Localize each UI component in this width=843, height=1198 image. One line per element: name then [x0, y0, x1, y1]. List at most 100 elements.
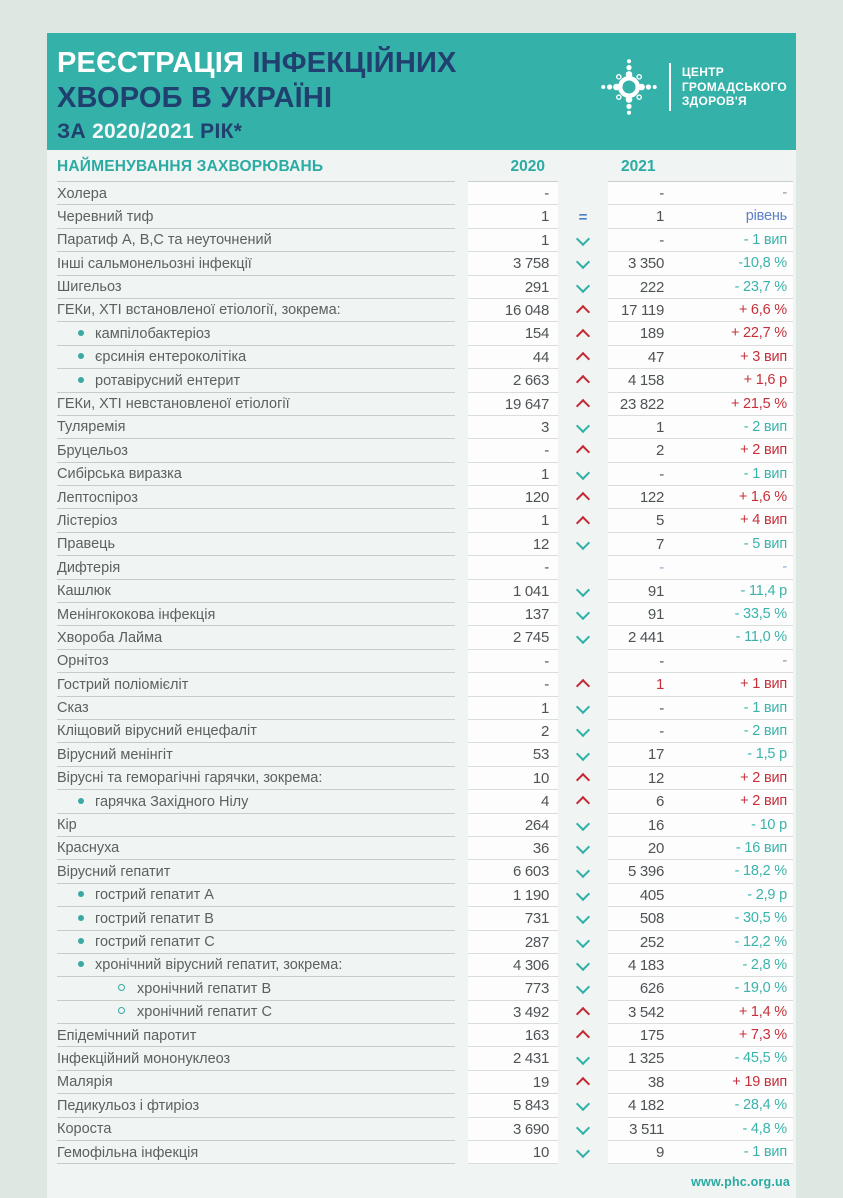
value-2021-box: - - 2 вип: [608, 719, 793, 744]
disease-name: Сказ: [57, 700, 89, 717]
table-row: кампілобактеріоз 154 189 + 22,7 %: [57, 322, 793, 346]
change-cell: - 2 вип: [743, 418, 787, 435]
value-2021-box: 122 + 1,6 %: [608, 486, 793, 510]
change-cell: + 2 вип: [740, 793, 787, 810]
row-spacer: [455, 322, 468, 345]
value-2020-cell: 19: [468, 1070, 558, 1095]
disease-name: Кліщовий вірусний енцефаліт: [57, 723, 257, 740]
disease-name: Педикульоз і фтиріоз: [57, 1097, 200, 1114]
disease-name-cell: Правець: [57, 533, 455, 557]
title-line2: ХВОРОБ В УКРАЇНІ: [57, 82, 333, 114]
row-spacer: [455, 1047, 468, 1070]
disease-table: НАЙМЕНУВАННЯ ЗАХВОРЮВАНЬ 2020 2021 Холер…: [47, 150, 796, 1165]
disease-name-cell: Вірусний менінгіт: [57, 743, 455, 767]
change-cell: + 19 вип: [732, 1073, 787, 1090]
trend-arrow-icon: [558, 1024, 608, 1047]
disease-name: Лістеріоз: [57, 512, 118, 529]
change-cell: - 23,7 %: [734, 278, 788, 295]
value-2021-box: 91 - 11,4 р: [608, 579, 793, 604]
value-2021-cell: 252: [639, 933, 664, 951]
disease-name: Інфекційний мононуклеоз: [57, 1050, 231, 1067]
table-row: єрсинія ентероколітіка 44 47 + 3 вип: [57, 345, 793, 370]
value-2020-cell: 10: [468, 1141, 558, 1165]
value-2021-cell: 3 511: [629, 1120, 664, 1138]
trend-arrow-icon: [558, 743, 608, 766]
value-2021-box: 38 + 19 вип: [608, 1070, 793, 1095]
change-cell: + 1,6 %: [738, 489, 787, 506]
trend-arrow-icon: [558, 884, 608, 907]
disease-name-cell: Дифтерія: [57, 556, 455, 580]
trend-arrow-icon: [558, 931, 608, 954]
row-spacer: [455, 276, 468, 299]
trend-arrow-icon: [558, 1118, 608, 1141]
table-row: Орнітоз - - -: [57, 649, 793, 674]
disease-name: Кір: [57, 817, 77, 834]
table-row: гострий гепатит А 1 190 405 - 2,9 р: [57, 883, 793, 908]
value-2021-cell: -: [659, 559, 664, 577]
table-row: Кашлюк 1 041 91 - 11,4 р: [57, 579, 793, 604]
value-2021-box: 252 - 12,2 %: [608, 930, 793, 954]
row-spacer: [455, 580, 468, 603]
disease-name-cell: єрсинія ентероколітіка: [57, 346, 455, 370]
disease-name: гострий гепатит А: [95, 887, 214, 904]
value-2021-cell: -: [659, 652, 664, 670]
value-2021-cell: 4 182: [627, 1097, 664, 1115]
value-2021-box: - -: [608, 556, 793, 580]
value-2020-cell: 2 663: [468, 369, 558, 393]
change-cell: - 45,5 %: [734, 1050, 788, 1067]
change-cell: + 2 вип: [740, 442, 787, 459]
row-spacer: [455, 814, 468, 837]
disease-name: кампілобактеріоз: [95, 325, 211, 342]
column-header-2020: 2020: [468, 156, 558, 182]
disease-name: Гострий поліомієліт: [57, 676, 189, 693]
value-2021-box: 47 + 3 вип: [608, 345, 793, 370]
disease-name-cell: Черевний тиф: [57, 205, 455, 229]
value-2020-cell: -: [468, 673, 558, 697]
disease-name-cell: Краснуха: [57, 837, 455, 861]
value-2021-cell: -: [659, 465, 664, 483]
change-cell: + 1,6 р: [743, 372, 788, 389]
row-spacer: [455, 369, 468, 392]
disease-name-cell: Менінгококова інфекція: [57, 603, 455, 627]
disease-name: Короста: [57, 1121, 112, 1138]
value-2020-cell: 44: [468, 345, 558, 370]
table-row: Лістеріоз 1 5 + 4 вип: [57, 509, 793, 533]
value-2021-box: 5 + 4 вип: [608, 509, 793, 533]
value-2020-cell: 137: [468, 603, 558, 627]
table-row: Холера - - -: [57, 182, 793, 206]
value-2020-cell: 264: [468, 813, 558, 837]
change-cell: - 11,4 р: [740, 582, 788, 599]
value-2021-cell: 23 822: [619, 395, 664, 413]
bullet-icon: [78, 914, 84, 921]
disease-name-cell: Вірусний гепатит: [57, 860, 455, 884]
trend-arrow-icon: [558, 977, 608, 1000]
change-cell: рівень: [745, 208, 787, 225]
change-cell: - 11,0 %: [735, 629, 788, 646]
row-spacer: [455, 720, 468, 743]
value-2020-cell: 3 690: [468, 1117, 558, 1142]
value-2021-box: 175 + 7,3 %: [608, 1024, 793, 1048]
disease-name: Вірусні та геморагічні гарячки, зокрема:: [57, 770, 323, 787]
row-spacer: [455, 205, 468, 228]
value-2021-cell: 20: [647, 839, 664, 857]
disease-name-cell: ГЕКи, ХТІ невстановленої етіології: [57, 393, 455, 416]
table-header-row: НАЙМЕНУВАННЯ ЗАХВОРЮВАНЬ 2020 2021: [57, 156, 793, 182]
table-row: Гемофільна інфекція 10 9 - 1 вип: [57, 1141, 793, 1165]
row-spacer: [455, 252, 468, 275]
change-cell: + 21,5 %: [730, 395, 787, 412]
table-row: Кліщовий вірусний енцефаліт 2 - - 2 вип: [57, 719, 793, 744]
disease-name: Епідемічний паротит: [57, 1027, 197, 1044]
change-cell: - 18,2 %: [734, 863, 788, 880]
value-2021-box: - - 1 вип: [608, 696, 793, 720]
row-spacer: [455, 767, 468, 790]
change-cell: + 22,7 %: [730, 325, 787, 342]
value-2021-box: 222 - 23,7 %: [608, 275, 793, 299]
row-spacer: [455, 650, 468, 673]
header-band: РЕЄСТРАЦІЯ ІНФЕКЦІЙНИХ ХВОРОБ В УКРАЇНІ …: [47, 33, 796, 150]
value-2020-cell: 1: [468, 696, 558, 720]
bullet-icon: [118, 983, 125, 991]
row-spacer: [455, 673, 468, 696]
table-row: Бруцельоз - 2 + 2 вип: [57, 439, 793, 463]
table-row: ротавірусний ентерит 2 663 4 158 + 1,6 р: [57, 369, 793, 393]
row-spacer: [455, 346, 468, 369]
